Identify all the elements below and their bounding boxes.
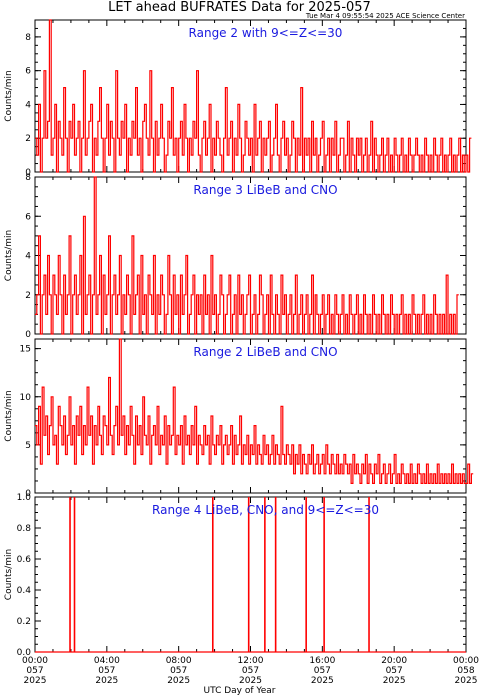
x-tick-label: 2025 [455, 676, 478, 686]
x-tick-label: 08:00 [166, 656, 192, 666]
y-tick-label: 0 [25, 489, 31, 499]
x-tick-label: 16:00 [309, 656, 335, 666]
panel-frame [34, 496, 467, 653]
x-tick-label: 20:00 [381, 656, 407, 666]
x-tick-label: 057 [26, 666, 43, 676]
y-axis-label: Counts/min [4, 390, 14, 441]
y-tick-label: 2 [25, 291, 31, 301]
y-tick-label: 2 [25, 134, 31, 144]
y-tick-label: 10 [20, 393, 32, 403]
y-tick-label: 4 [25, 100, 31, 110]
panel-title: Range 3 LiBeB and CNO [193, 183, 337, 197]
y-tick-label: 4 [25, 252, 31, 262]
y-tick-label: 0.4 [17, 586, 32, 596]
y-tick-label: 0.6 [17, 555, 32, 565]
y-tick-label: 0.2 [17, 617, 31, 627]
x-tick-label: 2025 [95, 676, 118, 686]
x-tick-label: 057 [98, 666, 115, 676]
y-tick-label: 1.0 [17, 493, 32, 503]
y-tick-label: 0 [25, 330, 31, 340]
y-tick-label: 6 [25, 67, 31, 77]
x-tick-label: 058 [457, 666, 474, 676]
x-tick-label: 2025 [24, 676, 47, 686]
series-line [35, 19, 472, 173]
x-tick-label: 12:00 [238, 656, 264, 666]
y-axis-label: Counts/min [4, 549, 14, 600]
y-tick-label: 15 [20, 345, 31, 355]
x-tick-label: 2025 [239, 676, 262, 686]
y-tick-label: 6 [25, 212, 31, 222]
y-tick-label: 8 [25, 173, 31, 183]
page-title: LET ahead BUFRATES Data for 2025-057 [108, 0, 371, 15]
series-line [35, 176, 459, 335]
panel-title: Range 4 LiBeB, CNO, and 9<=Z<=30 [152, 503, 379, 517]
y-tick-label: 0.0 [17, 648, 32, 658]
y-tick-label: 0.8 [17, 524, 32, 534]
x-tick-label: 04:00 [94, 656, 120, 666]
panel-title: Range 2 LiBeB and CNO [193, 345, 337, 359]
y-axis-label: Counts/min [4, 230, 14, 281]
x-tick-label: 00:00 [453, 656, 479, 666]
timestamp: Tue Mar 4 09:55:54 2025 ACE Science Cent… [305, 12, 465, 20]
y-tick-label: 8 [25, 33, 31, 43]
x-tick-label: 00:00 [22, 656, 48, 666]
panel-title: Range 2 with 9<=Z<=30 [189, 26, 343, 40]
y-tick-label: 5 [25, 441, 31, 451]
x-tick-label: 057 [386, 666, 403, 676]
x-tick-label: 057 [242, 666, 259, 676]
y-axis-label: Counts/min [4, 70, 14, 121]
x-tick-label: 2025 [311, 676, 334, 686]
x-tick-label: 2025 [383, 676, 406, 686]
y-tick-label: 0 [25, 168, 31, 178]
series-line [35, 338, 474, 484]
x-tick-label: 057 [314, 666, 331, 676]
x-tick-label: 2025 [167, 676, 190, 686]
x-axis-label: UTC Day of Year [203, 686, 276, 696]
x-tick-label: 057 [170, 666, 187, 676]
